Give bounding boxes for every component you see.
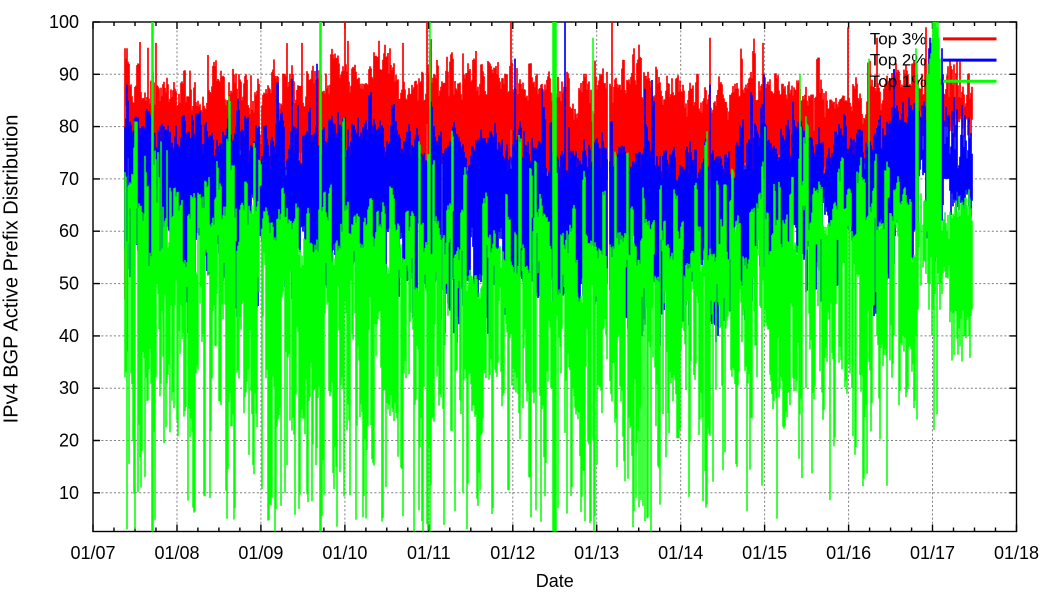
svg-text:40: 40 bbox=[59, 326, 79, 346]
svg-text:01/11: 01/11 bbox=[407, 543, 451, 563]
svg-text:10: 10 bbox=[59, 483, 79, 503]
svg-text:90: 90 bbox=[59, 64, 79, 84]
svg-text:60: 60 bbox=[59, 221, 79, 241]
svg-text:01/09: 01/09 bbox=[238, 543, 283, 563]
svg-text:01/18: 01/18 bbox=[994, 543, 1039, 563]
svg-text:01/14: 01/14 bbox=[658, 543, 703, 563]
svg-text:80: 80 bbox=[59, 117, 79, 137]
svg-text:Top 2%: Top 2% bbox=[870, 51, 927, 70]
svg-text:01/15: 01/15 bbox=[742, 543, 787, 563]
svg-text:Top 3%: Top 3% bbox=[870, 29, 927, 48]
svg-text:01/17: 01/17 bbox=[910, 543, 955, 563]
svg-text:20: 20 bbox=[59, 431, 79, 451]
svg-text:50: 50 bbox=[59, 274, 79, 294]
svg-text:01/10: 01/10 bbox=[322, 543, 367, 563]
svg-text:Date: Date bbox=[536, 571, 574, 591]
svg-text:70: 70 bbox=[59, 169, 79, 189]
svg-text:01/16: 01/16 bbox=[826, 543, 871, 563]
svg-text:01/12: 01/12 bbox=[490, 543, 535, 563]
svg-text:IPv4 BGP Active Prefix Distrib: IPv4 BGP Active Prefix Distribution bbox=[1, 115, 23, 424]
svg-text:01/13: 01/13 bbox=[574, 543, 619, 563]
svg-text:01/07: 01/07 bbox=[70, 543, 115, 563]
svg-text:100: 100 bbox=[49, 12, 79, 32]
svg-text:01/08: 01/08 bbox=[154, 543, 199, 563]
svg-text:Top 1%: Top 1% bbox=[870, 72, 927, 91]
svg-text:30: 30 bbox=[59, 378, 79, 398]
